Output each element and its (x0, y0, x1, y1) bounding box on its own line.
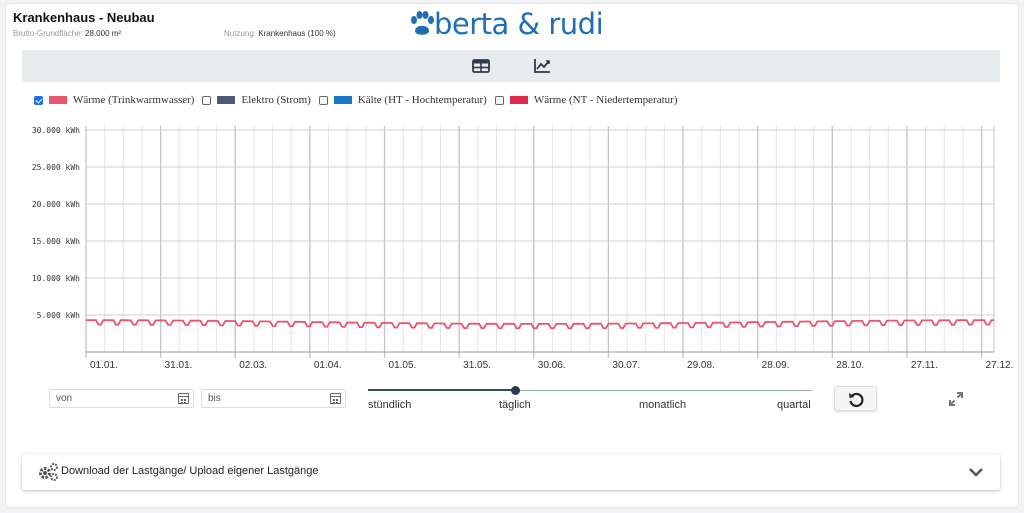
table-icon (472, 59, 490, 73)
x-tick-label: 01.04. (314, 360, 342, 371)
from-date-placeholder: von (56, 393, 73, 404)
undo-icon (848, 392, 863, 407)
y-tick-label: 10.000 kWh (32, 274, 80, 283)
legend-swatch (333, 96, 352, 104)
nutzung-label: Nutzung: (224, 29, 257, 38)
slider-handle[interactable] (511, 386, 520, 395)
y-tick-label: 30.000 kWh (32, 126, 80, 135)
legend-item-waerme-tww[interactable]: Wärme (Trinkwarmwasser) (34, 94, 194, 106)
y-tick-label: 25.000 kWh (32, 163, 80, 172)
series-line-waerme-tww (86, 319, 994, 330)
energy-line-chart: 30.000 kWh 25.000 kWh 20.000 kWh 15.000 kWh… (32, 126, 1014, 371)
legend-item-kaelte[interactable]: Kälte (HT - Hochtemperatur) (318, 94, 487, 106)
x-tick-label: 30.06. (538, 360, 566, 371)
table-view-button[interactable] (472, 57, 490, 75)
legend-label: Kälte (HT - Hochtemperatur) (357, 94, 487, 106)
calendar-icon[interactable] (330, 393, 341, 404)
from-date-input[interactable]: von (49, 389, 194, 408)
nutzung-value: Krankenhaus (100 %) (258, 29, 336, 38)
resolution-slider[interactable] (368, 386, 812, 395)
legend-checkbox[interactable] (494, 95, 504, 105)
resolution-label-quarter[interactable]: quartal (777, 399, 811, 411)
legend-item-waerme-nt[interactable]: Wärme (NT - Niedertemperatur) (494, 94, 678, 106)
y-tick-label: 5.000 kWh (37, 311, 81, 320)
download-panel[interactable]: Download der Lastgänge/ Upload eigener L… (22, 454, 1000, 490)
legend-checkbox[interactable] (34, 95, 43, 105)
reset-button[interactable] (834, 386, 877, 411)
x-tick-label: 01.05. (389, 360, 417, 371)
x-tick-label: 27.11. (911, 360, 938, 371)
bgf-value: 28.000 m² (85, 29, 122, 38)
bgf-info: Brutto-Grundfläche: 28.000 m² (13, 29, 121, 38)
view-toolbar (22, 50, 1000, 82)
resolution-label-monthly[interactable]: monatlich (639, 399, 687, 411)
nutzung-info: Nutzung: Krankenhaus (100 %) (224, 29, 336, 38)
legend-swatch (49, 96, 67, 104)
slider-track[interactable] (368, 390, 812, 391)
x-tick-label: 31.05. (463, 360, 491, 371)
to-date-input[interactable]: bis (201, 389, 346, 408)
to-date-placeholder: bis (208, 393, 221, 404)
main-card (6, 4, 1018, 507)
calendar-icon[interactable] (178, 393, 189, 404)
x-tick-label: 31.01. (165, 360, 193, 371)
x-tick-label: 30.07. (612, 360, 640, 371)
legend-swatch (509, 96, 528, 104)
legend-checkbox[interactable] (202, 95, 212, 105)
chart-view-button[interactable] (533, 57, 551, 75)
line-chart-icon (534, 59, 550, 73)
legend-checkbox[interactable] (318, 95, 328, 105)
x-tick-label: 01.01. (90, 360, 118, 371)
legend-label: Wärme (Trinkwarmwasser) (73, 94, 195, 106)
x-tick-label: 28.10. (836, 360, 864, 371)
slider-fill (368, 389, 515, 391)
bgf-label: Brutto-Grundfläche: (13, 29, 83, 38)
gears-icon (39, 463, 58, 481)
y-tick-label: 20.000 kWh (32, 200, 80, 209)
page-title: Krankenhaus - Neubau (13, 10, 155, 25)
y-tick-label: 15.000 kWh (32, 237, 80, 246)
chart-legend: Wärme (Trinkwarmwasser) Elektro (Strom) … (34, 94, 685, 106)
x-tick-label: 29.08. (687, 360, 715, 371)
legend-label: Elektro (Strom) (241, 94, 311, 106)
legend-swatch (217, 96, 236, 104)
logo-text: berta & rudi (434, 7, 604, 41)
x-tick-label: 27.12. (986, 360, 1014, 371)
resolution-label-daily[interactable]: täglich (499, 399, 531, 411)
x-tick-label: 02.03. (239, 360, 267, 371)
expand-icon[interactable] (948, 391, 964, 407)
x-tick-label: 28.09. (762, 360, 790, 371)
paw-icon (411, 11, 434, 35)
legend-label: Wärme (NT - Niedertemperatur) (533, 94, 678, 106)
download-label: Download der Lastgänge/ Upload eigener L… (61, 465, 319, 477)
legend-item-elektro[interactable]: Elektro (Strom) (202, 94, 311, 106)
logo: berta & rudi (410, 6, 604, 42)
chevron-down-icon[interactable] (968, 464, 984, 480)
resolution-label-hourly[interactable]: stündlich (368, 399, 412, 411)
